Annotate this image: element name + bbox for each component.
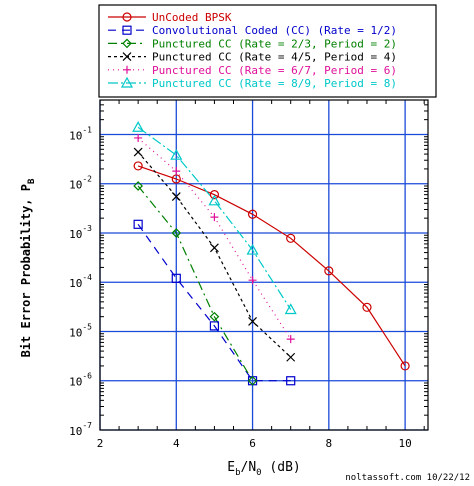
data-point [171,228,182,238]
data-point [247,209,258,219]
data-point [209,190,220,200]
data-point [286,335,295,344]
series-line [137,223,291,382]
data-point [122,12,132,22]
y-tick-label: 10-3 [69,224,92,241]
data-point [209,311,220,322]
data-point [171,273,181,283]
data-point [400,361,410,371]
grid-lines [99,100,428,431]
legend-label: Punctured CC (Rate = 4/5, Period = 4) [152,51,397,64]
data-point [284,303,297,315]
data-point [286,376,296,386]
data-point [122,38,132,49]
data-point [246,243,259,255]
data-point [171,192,181,201]
data-point [170,148,183,160]
legend-label: Convolutional Coded (CC) (Rate = 1/2) [152,24,397,37]
x-tick-label: 10 [398,437,411,450]
y-tick-label: 10-7 [69,421,92,438]
legend-box [98,4,437,98]
data-point [133,147,143,157]
data-point [133,161,143,171]
data-point [362,302,372,312]
data-point [324,266,334,276]
plot-frame [99,99,429,431]
series-line [137,126,292,310]
y-tick-label: 10-4 [69,273,92,290]
legend-label: Punctured CC (Rate = 8/9, Period = 8) [152,77,397,90]
data-point [133,181,143,191]
data-point [132,121,145,132]
x-tick-label: 4 [173,437,180,450]
x-axis-label: Eb/N0 (dB) [227,460,300,478]
y-tick-label: 10-5 [69,322,92,339]
data-point [134,133,143,142]
data-point [286,352,296,362]
data-point [133,219,143,229]
legend-label: Punctured CC (Rate = 2/3, Period = 2) [152,37,397,50]
data-point [122,52,132,62]
x-tick-label: 6 [249,437,256,450]
data-point [209,243,219,253]
series-line [137,165,406,367]
data-point [247,375,258,386]
y-tick-label: 10-1 [69,125,92,142]
axis-ticks: 2 4 6 8 10 10-1 10-2 10-3 10-4 10-5 10-6 10-7 [69,99,428,450]
data-point [123,65,131,74]
y-axis-label: Bit Error Probability, PB [19,178,37,357]
data-point [209,321,220,331]
x-tick-label: 2 [97,437,104,450]
y-tick-label: 10-6 [69,372,92,389]
series-markers [132,121,410,386]
x-tick-label: 8 [326,437,333,450]
data-point [172,167,181,176]
credit-text: noltassoft.com 10/22/12 [345,473,470,483]
data-point [120,76,134,88]
data-point [248,317,257,326]
data-point [210,213,219,222]
data-point [248,276,257,285]
data-point [122,25,132,35]
data-point [208,194,221,206]
legend-label: UnCoded BPSK [152,11,232,24]
data-point [286,233,296,243]
y-tick-label: 10-2 [69,175,92,192]
legend-label: Punctured CC (Rate = 6/7, Period = 6) [152,64,397,77]
